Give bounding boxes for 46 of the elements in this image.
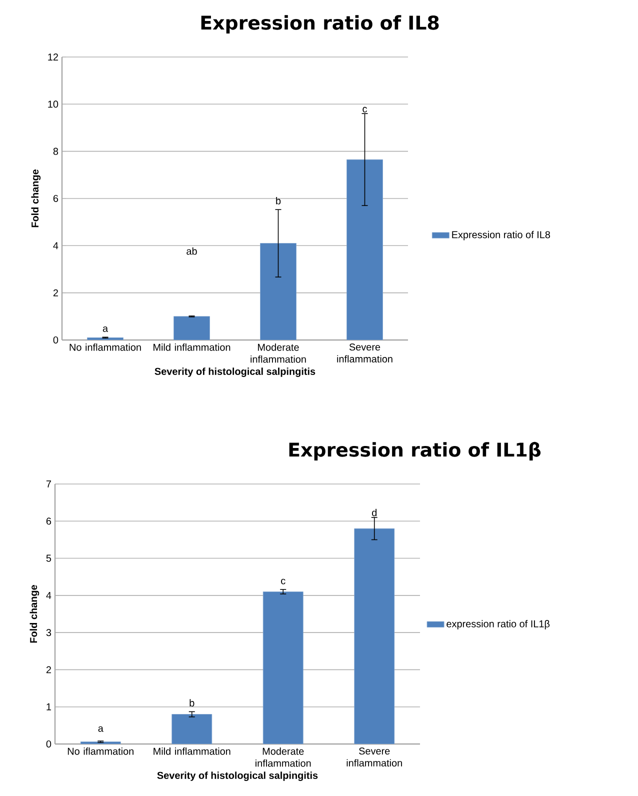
y-tick-label: 3 <box>46 629 52 636</box>
y-tick-label: 0 <box>46 740 52 748</box>
x-axis-title: Severity of histological salpingitis <box>157 772 318 781</box>
bar <box>262 592 304 744</box>
x-tick-label: Mild inflammation <box>154 344 230 351</box>
y-tick-label: 2 <box>53 289 58 296</box>
x-tick-label: No iflammation <box>68 748 134 755</box>
bar <box>174 316 210 340</box>
y-tick-label: 12 <box>48 54 58 60</box>
legend-label: expression ratio of IL1β <box>446 620 550 630</box>
annotation: ab <box>186 247 197 255</box>
chart-title: Expression ratio of IL8 <box>201 15 439 34</box>
annotation: b <box>190 699 194 706</box>
bar <box>260 243 296 340</box>
chart-title: Expression ratio of IL1β <box>289 442 541 460</box>
annotation: c <box>362 106 367 112</box>
y-axis-title: Fold change <box>31 169 41 228</box>
x-tick-label: Severe inflammation <box>337 344 392 363</box>
annotation: d <box>372 508 377 516</box>
y-tick-label: 6 <box>53 194 58 202</box>
y-tick-label: 10 <box>48 100 58 108</box>
y-tick-label: 1 <box>46 703 51 710</box>
x-tick-label: Moderate inflammation <box>250 344 306 363</box>
y-tick-label: 8 <box>53 148 58 155</box>
x-tick-label: No inflammation <box>70 344 141 351</box>
y-tick-label: 0 <box>53 336 58 344</box>
x-tick-label: Mild inflammation <box>154 748 230 755</box>
y-tick-label: 4 <box>53 242 58 250</box>
bar <box>172 714 212 744</box>
y-tick-label: 4 <box>46 592 52 599</box>
bar <box>346 159 383 340</box>
annotation: b <box>276 197 281 204</box>
y-tick-label: 5 <box>46 554 52 562</box>
y-tick-label: 2 <box>46 666 51 674</box>
annotation: a <box>102 326 108 332</box>
y-axis-title: Fold change <box>30 584 40 643</box>
annotation: c <box>281 578 286 584</box>
bar <box>354 528 395 744</box>
annotation: a <box>98 726 104 732</box>
x-axis-title: Severity of histological salpingitis <box>154 368 316 377</box>
x-tick-label: Severe inflammation <box>346 748 402 767</box>
x-tick-label: Moderate inflammation <box>256 748 311 767</box>
legend-label: Expression ratio of IL8 <box>452 230 550 240</box>
y-tick-label: 6 <box>46 518 52 525</box>
y-tick-label: 7 <box>46 480 51 488</box>
bar <box>87 337 124 340</box>
